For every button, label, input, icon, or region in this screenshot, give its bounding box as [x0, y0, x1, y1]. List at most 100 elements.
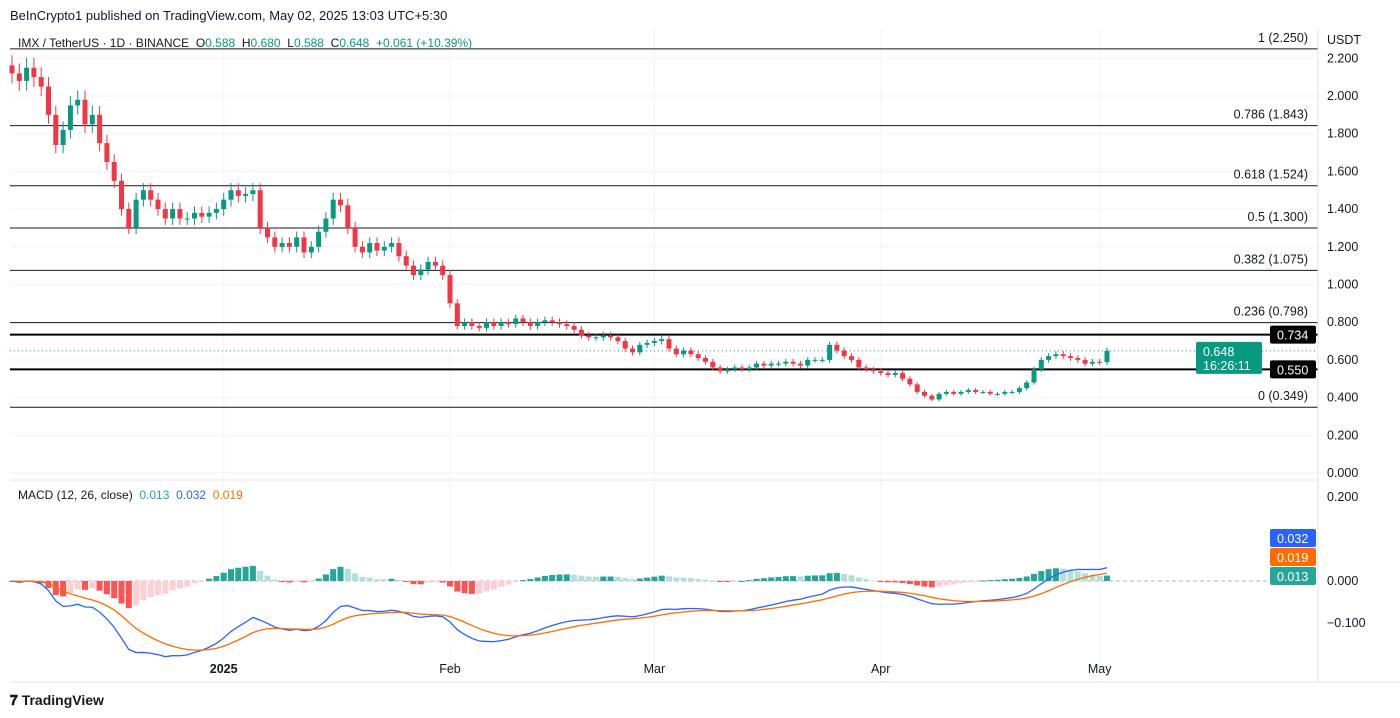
macd-histogram-bar [264, 575, 271, 581]
candle-body [484, 322, 489, 328]
candle-body [272, 237, 278, 247]
macd-histogram-bar [833, 573, 840, 581]
macd-histogram-bar [169, 581, 176, 591]
last-price-label: 0.648 [1203, 345, 1234, 359]
macd-histogram-bar [739, 580, 745, 582]
macd-histogram-bar [936, 581, 943, 587]
candle-body [819, 359, 825, 361]
macd-histogram-bar [155, 581, 161, 595]
candle-body [1075, 358, 1081, 360]
candle-body [681, 350, 687, 355]
macd-histogram-bar [965, 581, 972, 582]
candle-body [695, 354, 701, 359]
macd-histogram-bar [804, 575, 811, 581]
candle-body [111, 161, 117, 181]
macd-histogram-bar [454, 581, 461, 592]
candle-body [885, 373, 891, 375]
candle-body [768, 363, 774, 366]
candle-body [673, 348, 679, 355]
macd-histogram-bar [381, 579, 388, 581]
price-tick-label: 0.600 [1327, 353, 1358, 367]
candle-body [987, 391, 993, 394]
candle-body [67, 105, 73, 130]
macd-histogram-bar [760, 578, 767, 581]
macd-histogram-bar [1096, 576, 1103, 581]
candle-body [24, 67, 30, 81]
macd-histogram-bar [607, 576, 614, 581]
macd-histogram-bar [520, 580, 526, 582]
macd-histogram-bar [819, 575, 826, 581]
macd-histogram-bar [271, 579, 278, 581]
macd-histogram-bar [1038, 571, 1045, 581]
macd-histogram-bar [578, 575, 585, 581]
candle-body [235, 190, 241, 196]
candle-body [542, 320, 548, 323]
level-price-tag [1270, 325, 1316, 344]
fib-label: 0.5 (1.300) [1248, 210, 1308, 224]
candle-body [688, 350, 694, 355]
macd-histogram-bar [571, 574, 578, 581]
candle-body [97, 114, 103, 144]
candle-body [1038, 359, 1044, 370]
macd-histogram-bar [191, 581, 198, 584]
macd-histogram-bar [870, 580, 877, 582]
candle-body [929, 395, 935, 400]
macd-histogram-bar [235, 567, 242, 581]
candle-body [221, 199, 227, 210]
candle-body [491, 322, 497, 326]
price-tick-label: 2.200 [1327, 51, 1358, 65]
candle-body [776, 363, 781, 365]
macd-histogram-bar [1009, 578, 1016, 581]
macd-histogram-bar [330, 569, 337, 581]
macd-histogram-bar [527, 579, 534, 581]
high-value: 0.680 [250, 36, 281, 50]
candle-body [454, 303, 460, 326]
macd-value-tag [1270, 548, 1316, 566]
candle-body [797, 363, 803, 366]
candle-body [498, 322, 504, 326]
candle-body [535, 322, 541, 326]
macd-line-value: 0.032 [176, 488, 207, 502]
candle-body [790, 361, 796, 364]
candle-body [170, 209, 176, 219]
macd-histogram-bar [753, 578, 760, 581]
close-label: C [330, 36, 340, 50]
candle-body [1002, 391, 1008, 394]
macd-histogram-bar [790, 576, 797, 581]
candle-body [192, 212, 197, 219]
macd-histogram-bar [731, 581, 738, 582]
candle-body [549, 320, 555, 323]
price-tick-label: 1.800 [1327, 127, 1358, 141]
candle-body [82, 99, 88, 125]
candle-body [440, 265, 446, 276]
candle-body [1031, 369, 1037, 383]
macd-histogram-bar [417, 581, 424, 585]
macd-histogram-bar [279, 581, 286, 582]
time-tick-label: May [1088, 662, 1112, 676]
price-tick-label: 0.400 [1327, 391, 1358, 405]
fib-label: 0 (0.349) [1258, 389, 1308, 403]
candle-body [637, 344, 643, 353]
candle-body [162, 209, 168, 219]
macd-tick-label: 0.200 [1327, 490, 1358, 504]
macd-histogram-bar [140, 581, 147, 601]
macd-histogram-bar [439, 581, 446, 583]
macd-label[interactable]: MACD (12, 26, close) [18, 488, 133, 502]
price-tick-label: 1.400 [1327, 202, 1358, 216]
candle-body [651, 341, 657, 343]
macd-histogram-bar [1104, 575, 1110, 581]
candle-body [630, 348, 635, 353]
macd-histogram-bar [512, 581, 519, 582]
axes: 0.000 0.200 0.400 0.600 0.800 1.000 1.200 1.400… [10, 30, 1400, 683]
currency-label[interactable]: USDT [1327, 33, 1361, 47]
high-label: H [241, 36, 251, 50]
candle-body [462, 322, 468, 326]
candle-body [16, 73, 22, 81]
macd-histogram-bar [1001, 579, 1008, 581]
candle-body [286, 243, 292, 247]
macd-histogram-bar [257, 570, 264, 581]
macd-histogram-bar [60, 581, 67, 597]
macd-value-label: 0.013 [1277, 570, 1308, 584]
symbol-name[interactable]: IMX / TetherUS · 1D · BINANCE [18, 36, 190, 50]
